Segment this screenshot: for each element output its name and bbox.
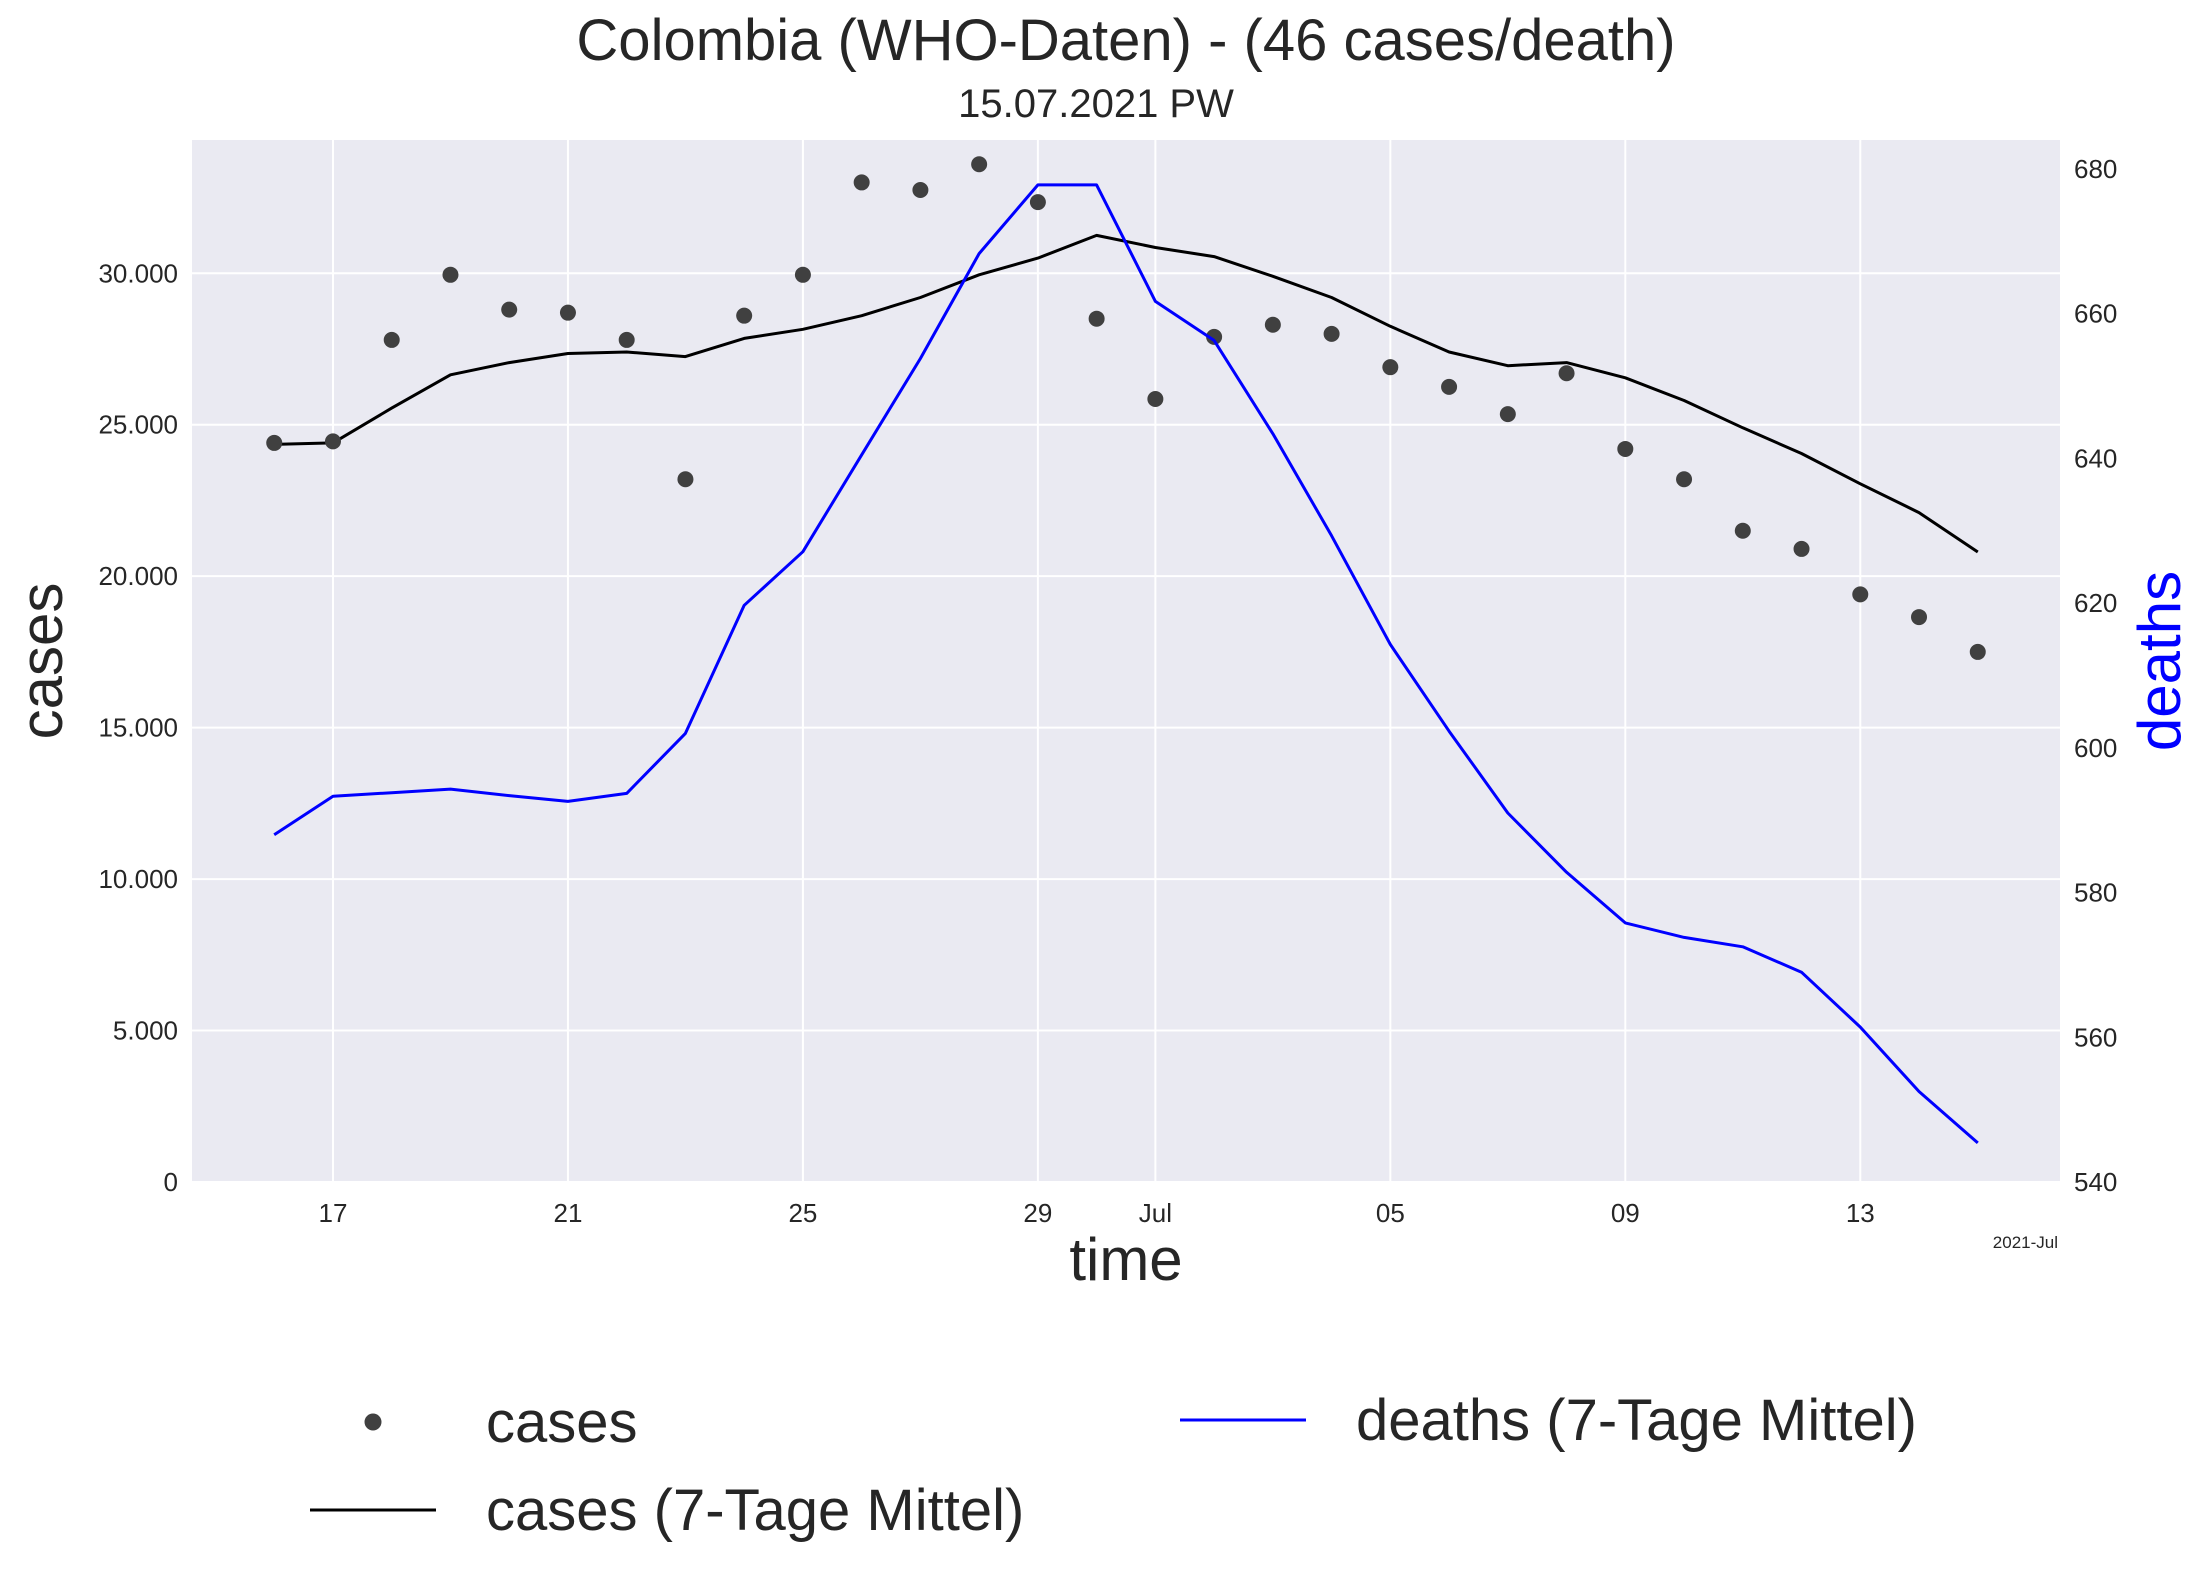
cases-point xyxy=(618,331,635,348)
x-tick-label: 13 xyxy=(1846,1198,1875,1228)
y2-tick-label: 540 xyxy=(2074,1167,2117,1197)
cases-point xyxy=(559,304,576,321)
plot-area xyxy=(192,140,2060,1182)
y-tick-label: 0 xyxy=(164,1167,178,1197)
y-tick-label: 30.000 xyxy=(98,258,178,288)
cases-point xyxy=(794,266,811,283)
x-tick-label: 09 xyxy=(1611,1198,1640,1228)
cases-point xyxy=(1499,406,1516,423)
y-axis-title: cases xyxy=(8,583,75,740)
x-tick-label: 17 xyxy=(319,1198,348,1228)
cases-point xyxy=(383,331,400,348)
legend-marker-cases xyxy=(364,1413,382,1431)
chart-title: Colombia (WHO-Daten) - (46 cases/death) xyxy=(576,8,1675,73)
y2-axis-title: deaths xyxy=(2126,571,2193,751)
y2-tick-label: 640 xyxy=(2074,443,2117,473)
cases-point xyxy=(1323,325,1340,342)
y-tick-label: 20.000 xyxy=(98,561,178,591)
legend: cases cases (7-Tage Mittel) deaths (7-Ta… xyxy=(310,1388,1917,1543)
cases-point xyxy=(1029,194,1046,211)
axis-tick-labels: 17 21 25 29 Jul 05 09 13 0 5.000 10.000 15.000 20.00… xyxy=(98,154,2117,1228)
cases-point xyxy=(736,307,753,324)
cases-point xyxy=(1558,365,1575,382)
y-tick-label: 25.000 xyxy=(98,410,178,440)
x-tick-label: Jul xyxy=(1139,1198,1172,1228)
cases-point xyxy=(1852,586,1869,603)
cases-point xyxy=(1206,328,1223,345)
cases-scatter-group xyxy=(266,156,1986,660)
cases-point xyxy=(1147,390,1164,407)
deaths-7-day-mean-line-group xyxy=(273,183,1979,1145)
y-tick-label: 10.000 xyxy=(98,864,178,894)
x-tick-label: 05 xyxy=(1376,1198,1405,1228)
cases-point xyxy=(1969,643,1986,660)
cases-point xyxy=(1264,316,1281,333)
cases-point xyxy=(1088,310,1105,327)
cases-point xyxy=(912,181,929,198)
cases-point xyxy=(853,174,870,191)
cases-point xyxy=(971,156,988,173)
y2-tick-label: 580 xyxy=(2074,878,2117,908)
cases-point xyxy=(1676,471,1693,488)
cases-point xyxy=(1617,440,1634,457)
legend-label-cases: cases xyxy=(486,1390,638,1455)
grid-lines xyxy=(192,140,2060,1183)
cases-point xyxy=(501,301,518,318)
legend-label-deaths-mean: deaths (7-Tage Mittel) xyxy=(1356,1388,1917,1453)
x-tick-label: 29 xyxy=(1023,1198,1052,1228)
y2-tick-label: 620 xyxy=(2074,588,2117,618)
y2-tick-label: 660 xyxy=(2074,299,2117,329)
y2-tick-label: 600 xyxy=(2074,733,2117,763)
y-tick-label: 15.000 xyxy=(98,713,178,743)
cases-point xyxy=(1441,378,1458,395)
cases-point xyxy=(324,433,341,450)
y2-tick-label: 680 xyxy=(2074,154,2117,184)
x-axis-offset-label: 2021-Jul xyxy=(1993,1233,2058,1252)
cases-point xyxy=(1911,609,1928,626)
y2-tick-label: 560 xyxy=(2074,1022,2117,1052)
chart-subtitle: 15.07.2021 PW xyxy=(958,82,1234,126)
legend-label-cases-mean: cases (7-Tage Mittel) xyxy=(486,1478,1024,1543)
cases-point xyxy=(266,434,283,451)
cases-point xyxy=(442,266,459,283)
cases-point xyxy=(677,471,694,488)
x-tick-label: 21 xyxy=(553,1198,582,1228)
cases-point xyxy=(1793,540,1810,557)
x-axis-title: time xyxy=(1069,1226,1182,1293)
x-tick-label: 25 xyxy=(788,1198,817,1228)
deaths-7-day-mean-line xyxy=(273,183,1979,1145)
cases-point xyxy=(1382,359,1399,376)
y-tick-label: 5.000 xyxy=(113,1016,178,1046)
cases-point xyxy=(1734,522,1751,539)
